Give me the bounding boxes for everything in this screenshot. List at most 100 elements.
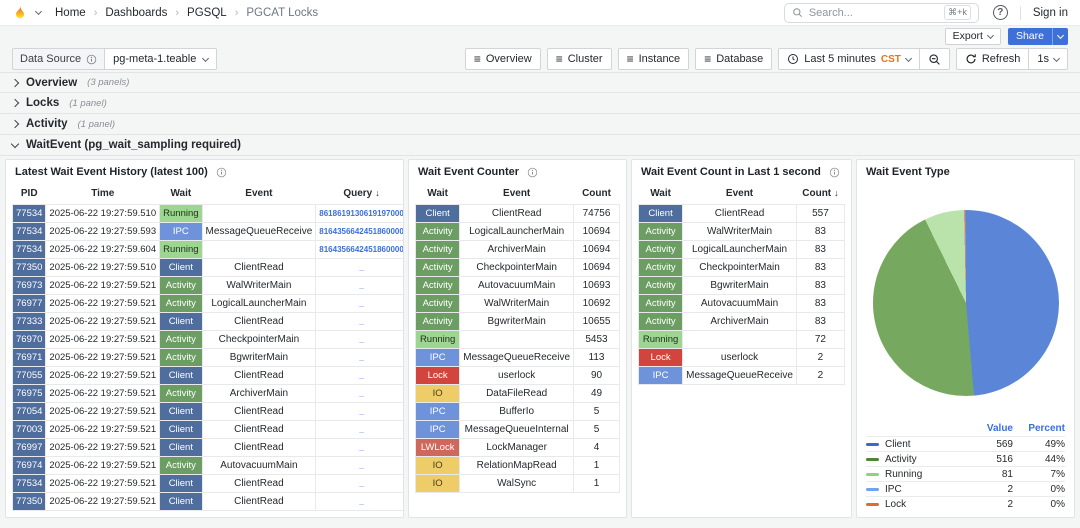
legend-sort-percent[interactable]: Percent — [1028, 422, 1065, 434]
pid-cell: 77534 — [11, 473, 47, 493]
query-link[interactable]: _ — [315, 401, 403, 421]
column-header-event[interactable]: Event — [245, 188, 273, 200]
overview-nav-button[interactable]: ≡ Overview — [464, 48, 541, 70]
time-cell: 2025-06-22 19:27:59.593 — [45, 221, 161, 241]
zoom-out-button[interactable] — [918, 49, 949, 69]
wait-type-cell: Activity — [159, 293, 203, 313]
series-label[interactable]: Running — [885, 468, 923, 480]
count-cell: 83 — [795, 257, 846, 277]
query-link[interactable]: _ — [315, 437, 403, 457]
wait-type-cell: Client — [159, 419, 203, 439]
event-cell: LogicalLauncherMain — [201, 293, 317, 313]
share-button[interactable]: Share — [1007, 27, 1052, 45]
breadcrumb-current-page: PGCAT Locks — [246, 6, 319, 19]
column-header-event[interactable]: Event — [503, 188, 531, 200]
count-cell: 90 — [573, 365, 620, 385]
table-row: Running 5453 — [414, 329, 620, 349]
wait-type-cell: Activity — [414, 257, 461, 277]
refresh-interval-dropdown[interactable]: 1s — [1028, 49, 1067, 69]
count-cell: 83 — [795, 221, 846, 241]
count-cell: 10694 — [573, 239, 620, 259]
query-link[interactable]: 8164356642451860000 — [315, 221, 403, 241]
query-link[interactable]: 8618619130619197000 — [315, 203, 403, 223]
query-link[interactable]: _ — [315, 419, 403, 439]
section-panel-count: (1 panel) — [69, 97, 107, 109]
sign-in-button[interactable]: Sign in — [1032, 6, 1068, 19]
info-icon[interactable] — [829, 167, 840, 178]
query-link[interactable]: _ — [315, 275, 403, 295]
count-cell: 5 — [573, 419, 620, 439]
info-icon[interactable] — [527, 167, 538, 178]
wait-type-cell: Client — [159, 437, 203, 457]
panels-row: Latest Wait Event History (latest 100) P… — [0, 156, 1080, 518]
query-link[interactable]: _ — [315, 365, 403, 385]
query-link[interactable]: _ — [315, 491, 403, 511]
column-header-wait[interactable]: Wait — [170, 188, 192, 200]
info-icon[interactable] — [86, 54, 97, 65]
column-header-pid[interactable]: PID — [20, 188, 38, 200]
column-header-count[interactable]: Count — [582, 188, 611, 200]
refresh-button[interactable]: Refresh — [957, 49, 1029, 69]
time-range-picker[interactable]: Last 5 minutes CST — [779, 49, 919, 69]
breadcrumb-home[interactable]: Home — [55, 6, 86, 19]
section-overview[interactable]: Overview (3 panels) — [0, 72, 1080, 93]
wait-type-cell: Activity — [637, 311, 684, 331]
instance-nav-button[interactable]: ≡ Instance — [617, 48, 690, 70]
help-icon[interactable]: ? — [992, 5, 1008, 20]
instance-nav-label: Instance — [638, 53, 681, 65]
query-link[interactable]: _ — [315, 257, 403, 277]
series-label[interactable]: Client — [885, 438, 911, 450]
count-cell: 10694 — [573, 221, 620, 241]
search-placeholder: Search... — [808, 6, 853, 19]
column-header-event[interactable]: Event — [725, 188, 754, 200]
series-label[interactable]: Lock — [885, 498, 907, 510]
datasource-picker[interactable]: Data Source pg-meta-1.teable — [12, 48, 218, 70]
count-cell: 10692 — [573, 293, 620, 313]
section-locks[interactable]: Locks (1 panel) — [0, 93, 1080, 114]
query-link[interactable]: _ — [315, 473, 403, 493]
refresh-icon — [965, 53, 977, 65]
panel-wait-event-last-second: Wait Event Count in Last 1 second Wait E… — [631, 159, 852, 518]
section-label: Activity — [26, 118, 68, 130]
query-link[interactable]: 8164356642451860000 — [315, 239, 403, 259]
menu-icon: ≡ — [473, 52, 481, 66]
table-row: 76970 2025-06-22 19:27:59.521 Activity C… — [11, 329, 403, 349]
column-header-query[interactable]: Query ↓ — [343, 188, 380, 200]
export-button[interactable]: Export — [944, 27, 1001, 45]
event-cell: ClientRead — [201, 437, 317, 457]
query-link[interactable]: _ — [315, 293, 403, 313]
table-row: 77054 2025-06-22 19:27:59.521 Client Cli… — [11, 401, 403, 421]
breadcrumb-pgsql[interactable]: PGSQL — [187, 6, 227, 19]
table-row: 77350 2025-06-22 19:27:59.521 Client Cli… — [11, 491, 403, 511]
column-header-wait[interactable]: Wait — [650, 188, 671, 200]
share-dropdown-button[interactable] — [1052, 27, 1068, 45]
event-cell: userlock — [682, 347, 797, 367]
time-cell: 2025-06-22 19:27:59.521 — [45, 311, 161, 331]
column-header-time[interactable]: Time — [91, 188, 115, 200]
query-link[interactable]: _ — [315, 311, 403, 331]
series-label[interactable]: Activity — [885, 453, 917, 465]
pie-chart[interactable] — [872, 210, 1059, 396]
wait-type-cell: Running — [414, 329, 461, 349]
sort-desc-icon: ↓ — [375, 188, 380, 199]
org-switcher-chevron-icon[interactable] — [34, 7, 43, 16]
search-input[interactable]: Search... ⌘+k — [783, 2, 979, 23]
chevron-down-icon — [10, 139, 20, 148]
query-link[interactable]: _ — [315, 329, 403, 349]
section-activity[interactable]: Activity (1 panel) — [0, 114, 1080, 135]
query-link[interactable]: _ — [315, 455, 403, 475]
cluster-nav-button[interactable]: ≡ Cluster — [546, 48, 612, 70]
breadcrumb-dashboards[interactable]: Dashboards — [105, 6, 168, 19]
query-link[interactable]: _ — [315, 383, 403, 403]
legend-sort-value[interactable]: Value — [986, 422, 1013, 434]
series-label[interactable]: IPC — [885, 483, 902, 495]
event-cell: LogicalLauncherMain — [682, 239, 797, 259]
column-header-count[interactable]: Count ↓ — [802, 188, 839, 200]
column-header-wait[interactable]: Wait — [427, 188, 449, 200]
section-waitevent[interactable]: WaitEvent (pg_wait_sampling required) — [0, 135, 1080, 156]
database-nav-button[interactable]: ≡ Database — [695, 48, 773, 70]
info-icon[interactable] — [216, 167, 227, 178]
query-link[interactable]: _ — [315, 347, 403, 367]
count-cell: 83 — [795, 293, 846, 313]
